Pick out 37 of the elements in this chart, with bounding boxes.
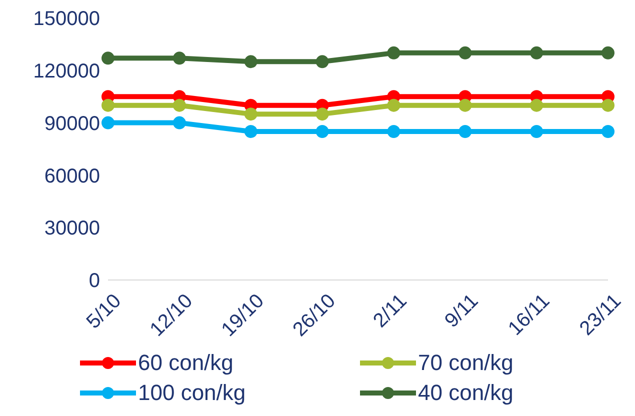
y-tick-label: 90000: [44, 112, 100, 135]
x-tick-label: 5/10: [82, 290, 126, 334]
y-tick-label: 60000: [44, 165, 100, 188]
point: [244, 55, 258, 68]
y-tick-label: 120000: [33, 60, 100, 82]
point: [172, 52, 186, 65]
point: [602, 46, 614, 60]
x-tick-label: 9/11: [440, 290, 483, 332]
point: [102, 98, 114, 112]
point: [102, 116, 114, 130]
point: [172, 98, 186, 112]
x-tick-label: 2/11: [369, 290, 412, 332]
point: [602, 98, 614, 112]
point: [244, 108, 258, 121]
point: [458, 98, 472, 112]
point: [244, 125, 258, 138]
point: [458, 125, 472, 138]
y-tick-label: 0: [88, 270, 100, 292]
point: [530, 125, 544, 138]
point: [387, 46, 400, 60]
point: [316, 55, 329, 68]
point: [602, 125, 614, 138]
y-tick-label: 150000: [33, 8, 100, 30]
legend-label: 60 con/kg: [138, 350, 234, 376]
point: [316, 108, 329, 121]
point: [530, 98, 544, 112]
legend-label: 100 con/kg: [138, 380, 246, 406]
point: [316, 125, 329, 138]
point: [102, 52, 114, 65]
legend-label: 70 con/kg: [418, 350, 514, 376]
legend-label: 40 con/kg: [418, 380, 514, 406]
y-tick-label: 30000: [44, 218, 100, 240]
point: [387, 98, 400, 112]
point: [530, 46, 544, 60]
point: [458, 46, 472, 60]
point: [172, 116, 186, 130]
point: [387, 125, 400, 138]
